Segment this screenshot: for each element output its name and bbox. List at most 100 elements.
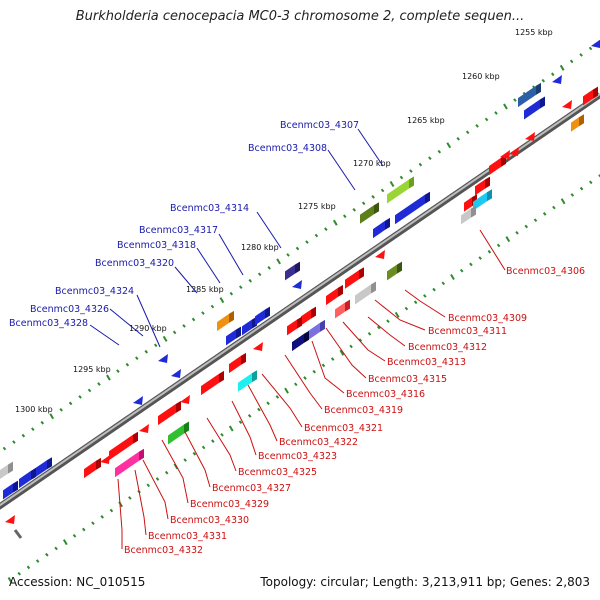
scale-tick xyxy=(201,445,206,450)
scale-tick xyxy=(560,198,566,205)
scale-tick xyxy=(54,546,58,551)
gene-label-bcenmc03-4316[interactable]: Bcenmc03_4316 xyxy=(346,389,425,400)
scale-tick xyxy=(116,369,120,373)
gene-block-reverse xyxy=(387,261,402,281)
scale-tick xyxy=(569,59,574,64)
gene-label-bcenmc03-4314[interactable]: Bcenmc03_4314 xyxy=(170,203,249,214)
scale-tick xyxy=(570,193,575,197)
scale-tick xyxy=(228,425,234,432)
gene-arrow-reverse xyxy=(375,250,385,259)
gene-block-reverse xyxy=(84,457,101,479)
scale-tick xyxy=(559,64,565,71)
gene-label-bcenmc03-4311[interactable]: Bcenmc03_4311 xyxy=(428,326,507,337)
scale-label: 1255 kbp xyxy=(515,28,553,37)
gene-label-bcenmc03-4320[interactable]: Bcenmc03_4320 xyxy=(95,258,174,269)
scale-tick xyxy=(579,186,584,191)
scale-tick xyxy=(404,306,409,311)
gene-label-bcenmc03-4331[interactable]: Bcenmc03_4331 xyxy=(148,531,227,542)
scale-tick xyxy=(49,413,55,420)
scale-tick xyxy=(494,111,498,115)
scale-tick xyxy=(496,243,501,248)
gene-arrow-forward xyxy=(158,354,168,363)
gene-label-bcenmc03-4317[interactable]: Bcenmc03_4317 xyxy=(139,225,218,236)
scale-tick xyxy=(503,103,508,110)
scale-tick xyxy=(91,521,95,526)
scale-tick xyxy=(257,407,261,412)
scale-tick xyxy=(446,142,452,149)
scale-tick xyxy=(409,169,413,173)
scale-tick xyxy=(484,117,489,122)
gene-label-bcenmc03-4325[interactable]: Bcenmc03_4325 xyxy=(238,467,317,478)
reverse-gene-labels: Bcenmc03_4306 Bcenmc03_4309 Bcenmc03_431… xyxy=(124,266,585,556)
gene-block-forward xyxy=(360,202,379,224)
gene-label-bcenmc03-4324[interactable]: Bcenmc03_4324 xyxy=(55,286,134,297)
scale-tick xyxy=(423,294,427,298)
gene-label-bcenmc03-4319[interactable]: Bcenmc03_4319 xyxy=(324,405,403,416)
scale-tick xyxy=(305,240,309,244)
scale-tick xyxy=(487,249,492,254)
scale-tick xyxy=(459,268,464,273)
gene-block-reverse xyxy=(292,330,309,352)
gene-label-bcenmc03-4332[interactable]: Bcenmc03_4332 xyxy=(124,545,203,556)
scale-tick xyxy=(68,401,73,406)
gene-block-forward xyxy=(373,217,390,239)
scale-tick xyxy=(552,205,556,210)
scale-tick xyxy=(413,300,418,305)
gene-block-forward xyxy=(285,261,300,281)
gene-block-forward xyxy=(395,191,430,225)
scale-labels: 1255 kbp 1260 kbp 1265 kbp 1270 kbp 1275… xyxy=(15,28,553,414)
scale-tick xyxy=(321,363,326,368)
scale-tick xyxy=(469,262,473,267)
gene-block-reverse xyxy=(345,267,364,289)
gene-label-bcenmc03-4329[interactable]: Bcenmc03_4329 xyxy=(190,499,269,510)
gene-label-bcenmc03-4308[interactable]: Bcenmc03_4308 xyxy=(248,143,327,154)
gene-label-bcenmc03-4313[interactable]: Bcenmc03_4313 xyxy=(387,357,466,368)
scale-tick xyxy=(450,273,455,281)
scale-tick xyxy=(389,180,395,187)
scale-tick xyxy=(588,46,593,51)
scale-tick xyxy=(210,304,215,309)
scale-tick xyxy=(515,230,519,235)
scale-tick xyxy=(550,72,555,77)
gene-arrow-reverse xyxy=(5,515,15,524)
gene-label-bcenmc03-4321[interactable]: Bcenmc03_4321 xyxy=(304,423,383,434)
scale-tick xyxy=(106,374,111,381)
gene-label-bcenmc03-4327[interactable]: Bcenmc03_4327 xyxy=(212,483,291,494)
gene-label-bcenmc03-4309[interactable]: Bcenmc03_4309 xyxy=(448,313,527,324)
gene-label-bcenmc03-4328[interactable]: Bcenmc03_4328 xyxy=(9,318,88,329)
gene-arrow-forward xyxy=(292,280,302,289)
gene-label-bcenmc03-4318[interactable]: Bcenmc03_4318 xyxy=(117,240,196,251)
scale-tick xyxy=(81,527,86,532)
scale-tick xyxy=(441,281,446,286)
scale-tick xyxy=(144,349,149,354)
scale-tick xyxy=(342,214,347,219)
scale-tick xyxy=(349,344,353,349)
scale-tick xyxy=(35,559,40,563)
gene-label-bcenmc03-4326[interactable]: Bcenmc03_4326 xyxy=(30,304,109,315)
scale-tick xyxy=(219,297,225,304)
gene-block-reverse xyxy=(583,86,598,106)
gene-block-reverse xyxy=(355,281,376,305)
scale-tick xyxy=(339,349,345,356)
gene-label-bcenmc03-4322[interactable]: Bcenmc03_4322 xyxy=(279,437,358,448)
gene-label-bcenmc03-4323[interactable]: Bcenmc03_4323 xyxy=(258,451,337,462)
gene-label-bcenmc03-4330[interactable]: Bcenmc03_4330 xyxy=(170,515,249,526)
scale-tick xyxy=(201,311,205,315)
scale-tick xyxy=(533,218,538,223)
scale-tick xyxy=(12,440,16,444)
scale-tick xyxy=(125,362,130,367)
scale-tick xyxy=(182,324,186,328)
gene-label-bcenmc03-4307[interactable]: Bcenmc03_4307 xyxy=(280,120,359,131)
gene-label-bcenmc03-4306[interactable]: Bcenmc03_4306 xyxy=(506,266,585,277)
gene-block-forward xyxy=(387,176,414,204)
scale-label: 1260 kbp xyxy=(462,72,500,81)
scale-tick xyxy=(87,388,92,393)
scale-tick xyxy=(238,420,243,425)
gene-label-bcenmc03-4315[interactable]: Bcenmc03_4315 xyxy=(368,374,447,385)
scale-tick xyxy=(162,335,168,342)
gene-block-reverse xyxy=(109,431,138,461)
scale-tick xyxy=(324,227,328,231)
gene-label-bcenmc03-4312[interactable]: Bcenmc03_4312 xyxy=(408,342,487,353)
scale-tick xyxy=(31,427,35,432)
scale-tick xyxy=(135,356,139,361)
